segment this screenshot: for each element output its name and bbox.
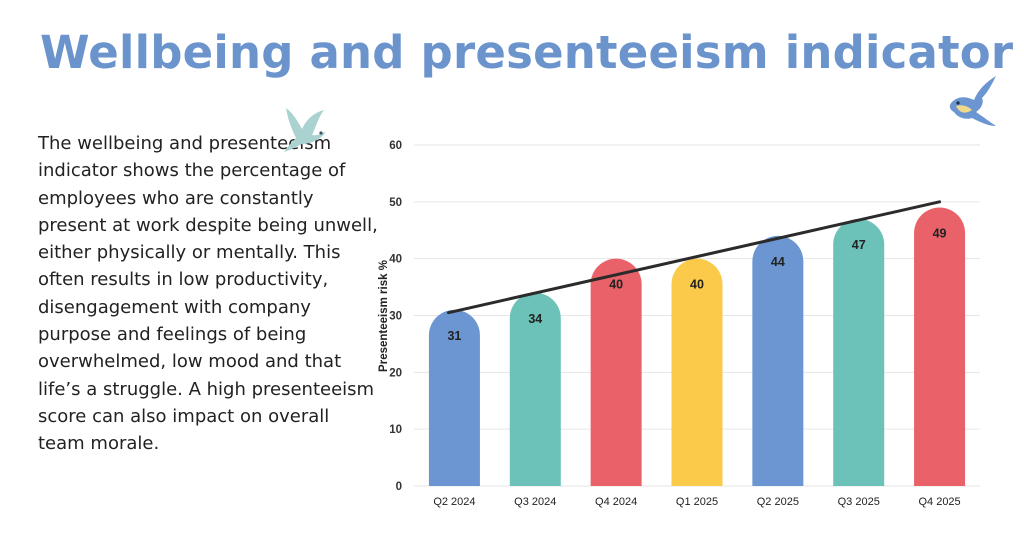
teal-bird-icon <box>284 108 326 152</box>
x-axis-ticks: Q2 2024 Q3 2024 Q4 2024 Q1 2025 Q2 2025 Q3 20… <box>433 496 960 508</box>
bar-q1-2025 <box>671 258 723 486</box>
y-tick-label: 0 <box>396 481 402 493</box>
bar-q4-2024 <box>590 258 642 486</box>
y-tick-label: 40 <box>389 254 402 266</box>
blue-bird-icon <box>949 76 996 126</box>
presenteeism-bar-chart: 0 10 20 30 40 50 60 31 34 40 40 44 47 49 Q2 2024 Q3 2… <box>378 140 980 508</box>
y-axis-label: Presenteeism risk % <box>378 260 390 372</box>
data-label: 31 <box>447 329 461 343</box>
page-title: Wellbeing and presenteeism indicator <box>40 26 1014 79</box>
bar-q3-2024 <box>509 292 561 486</box>
x-tick-label: Q2 2025 <box>757 496 799 508</box>
x-tick-label: Q4 2024 <box>595 496 637 508</box>
y-tick-label: 60 <box>389 140 402 152</box>
y-axis-ticks: 0 10 20 30 40 50 60 <box>389 140 402 493</box>
data-label: 40 <box>609 278 623 292</box>
bar-q2-2025 <box>752 235 804 486</box>
data-label: 47 <box>852 238 866 252</box>
data-label: 34 <box>528 312 542 326</box>
bars <box>428 207 966 486</box>
y-tick-label: 30 <box>389 311 402 323</box>
data-label: 40 <box>690 278 704 292</box>
description-text: The wellbeing and presenteeism indicator… <box>38 133 378 455</box>
x-tick-label: Q3 2024 <box>514 496 556 508</box>
data-labels: 31 34 40 40 44 47 49 <box>447 227 946 343</box>
bar-q3-2025 <box>833 218 885 486</box>
bar-q2-2024 <box>428 309 480 486</box>
y-tick-label: 10 <box>389 424 402 436</box>
x-tick-label: Q3 2025 <box>838 496 880 508</box>
bar-q4-2025 <box>914 207 966 486</box>
y-tick-label: 50 <box>389 197 402 209</box>
x-tick-label: Q1 2025 <box>676 496 718 508</box>
x-tick-label: Q2 2024 <box>433 496 475 508</box>
y-tick-label: 20 <box>389 367 402 379</box>
data-label: 44 <box>771 255 785 269</box>
data-label: 49 <box>933 227 947 241</box>
x-tick-label: Q4 2025 <box>918 496 960 508</box>
trend-line <box>446 200 942 315</box>
